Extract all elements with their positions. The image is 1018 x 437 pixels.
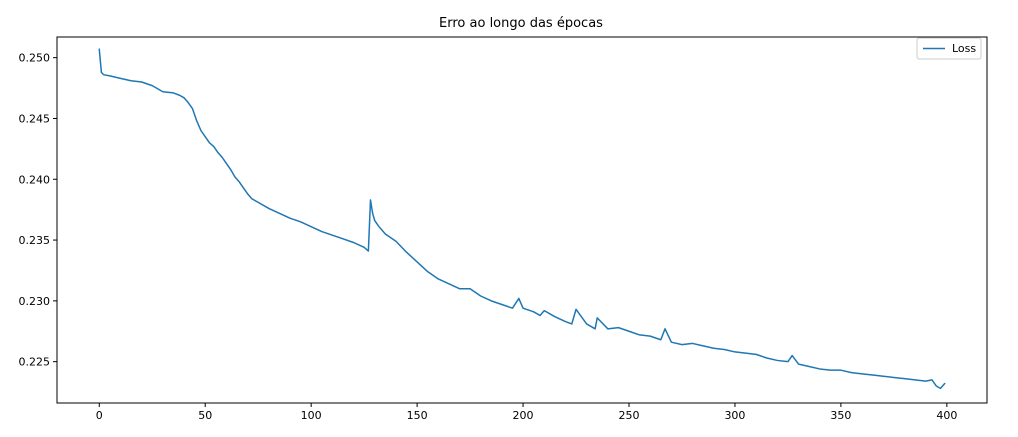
x-tick-label: 100 [301,409,322,422]
x-tick-label: 150 [407,409,428,422]
y-tick-label: 0.225 [19,356,51,369]
x-tick-label: 400 [936,409,957,422]
legend: Loss [916,37,982,60]
y-tick-label: 0.230 [19,295,51,308]
x-tick-label: 200 [513,409,534,422]
y-tick-label: 0.250 [19,52,51,65]
x-tick-label: 50 [198,409,212,422]
x-tick-label: 0 [96,409,103,422]
legend-box [916,37,982,60]
plot-area: 0 50 100 150 200 250 300 350 400 0.225 0.230 0.235 0… [19,36,988,422]
x-tick-label: 350 [830,409,851,422]
plot-frame [56,36,988,404]
chart-title: Erro ao longo das épocas [439,16,603,31]
series-line-loss [98,48,946,390]
x-tick-label: 300 [724,409,745,422]
legend-label-loss: Loss [952,42,976,55]
y-tick-label: 0.240 [19,173,51,186]
x-tick-label: 250 [619,409,640,422]
y-tick-label: 0.245 [19,112,51,125]
y-tick-label: 0.235 [19,234,51,247]
